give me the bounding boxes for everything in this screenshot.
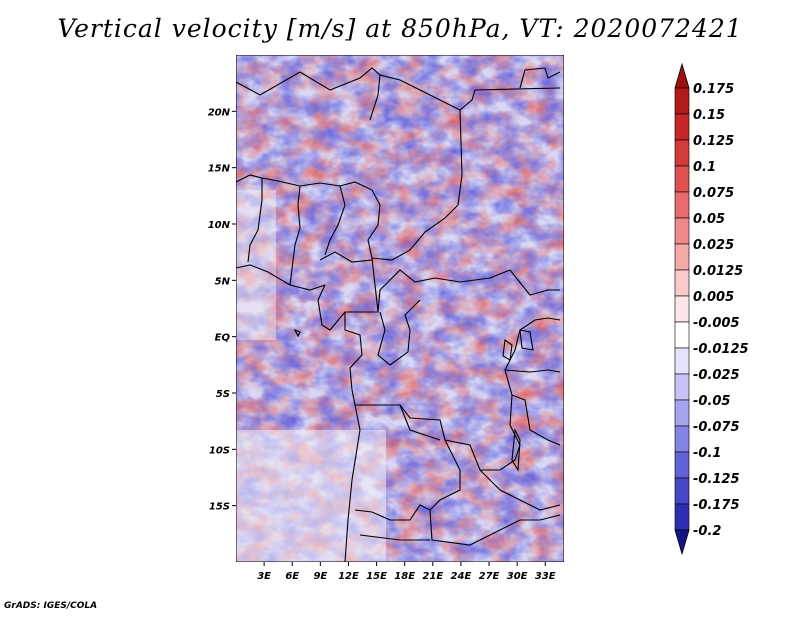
lon-tick-label: 27E [479,571,500,582]
colorbar-label: 0.15 [693,108,725,123]
lat-tick-label: 15S [209,502,230,513]
colorbar-segment [674,451,690,479]
colorbar-segment [674,217,690,245]
colorbar-segment [674,477,690,505]
colorbar-segment [674,269,690,297]
colorbar-segment [674,321,690,349]
colorbar-segment [674,295,690,323]
colorbar-label: 0.025 [693,238,734,253]
lat-tick-label: EQ [215,333,231,344]
colorbar-label: -0.075 [693,420,740,435]
colorbar-segment [674,113,690,141]
lat-tick-label: 5N [215,276,231,287]
colorbar-segment [674,165,690,193]
colorbar-segment [674,399,690,427]
colorbar-segment [674,191,690,219]
lat-tick-label: 20N [208,107,231,118]
colorbar-min-arrow [674,529,690,556]
lon-tick-label: 21E [422,571,443,582]
colorbar-label: 0.075 [693,186,734,201]
colorbar-label: 0.05 [693,212,725,227]
colorbar-label: -0.005 [693,316,740,331]
colorbar-label: 0.175 [693,82,734,97]
north-atlantic-pale-region [236,190,276,340]
lat-tick-label: 10N [208,220,231,231]
colorbar-segment [674,139,690,167]
lon-tick-label: 3E [257,571,271,582]
plot-title: Vertical velocity [m/s] at 850hPa, VT: 2… [57,14,743,43]
lon-tick-label: 24E [451,571,472,582]
colorbar-label: -0.175 [693,498,740,513]
lon-tick-label: 6E [285,571,299,582]
colorbar-label: 0.125 [693,134,734,149]
grads-credit: GrADS: IGES/COLA [4,601,98,611]
lon-tick-label: 18E [394,571,415,582]
velocity-map [236,55,564,562]
colorbar-label: -0.0125 [693,342,749,357]
colorbar-label: -0.125 [693,472,740,487]
lon-tick-label: 9E [313,571,327,582]
colorbar-label: 0.0125 [693,264,743,279]
colorbar-segment [674,503,690,531]
colorbar-label: -0.2 [693,524,721,539]
lat-tick-label: 5S [216,389,230,400]
lon-tick-label: 33E [535,571,556,582]
lon-tick-label: 15E [366,571,387,582]
lat-tick-label: 10S [209,445,230,456]
lon-tick-label: 30E [507,571,528,582]
map-axes: 3E 6E 9E 12E 15E 18E 21E 24E 27E 30E 33E 20N 15N 10N 5… [208,107,556,582]
colorbar-label: 0.005 [693,290,734,305]
colorbar: 0.175 0.15 0.125 0.1 0.075 0.05 0.025 0.0125 0.0… [674,62,749,556]
colorbar-segment [674,243,690,271]
lon-tick-label: 12E [338,571,359,582]
colorbar-segment [674,87,690,115]
south-pale-region [236,430,386,562]
colorbar-label: -0.025 [693,368,740,383]
colorbar-segment [674,373,690,401]
colorbar-segment [674,425,690,453]
lat-tick-label: 15N [208,164,231,175]
country-borders [236,67,561,562]
colorbar-label: -0.05 [693,394,730,409]
colorbar-label: 0.1 [693,160,716,175]
colorbar-label: -0.1 [693,446,721,461]
colorbar-max-arrow [674,62,690,89]
colorbar-segment [674,347,690,375]
